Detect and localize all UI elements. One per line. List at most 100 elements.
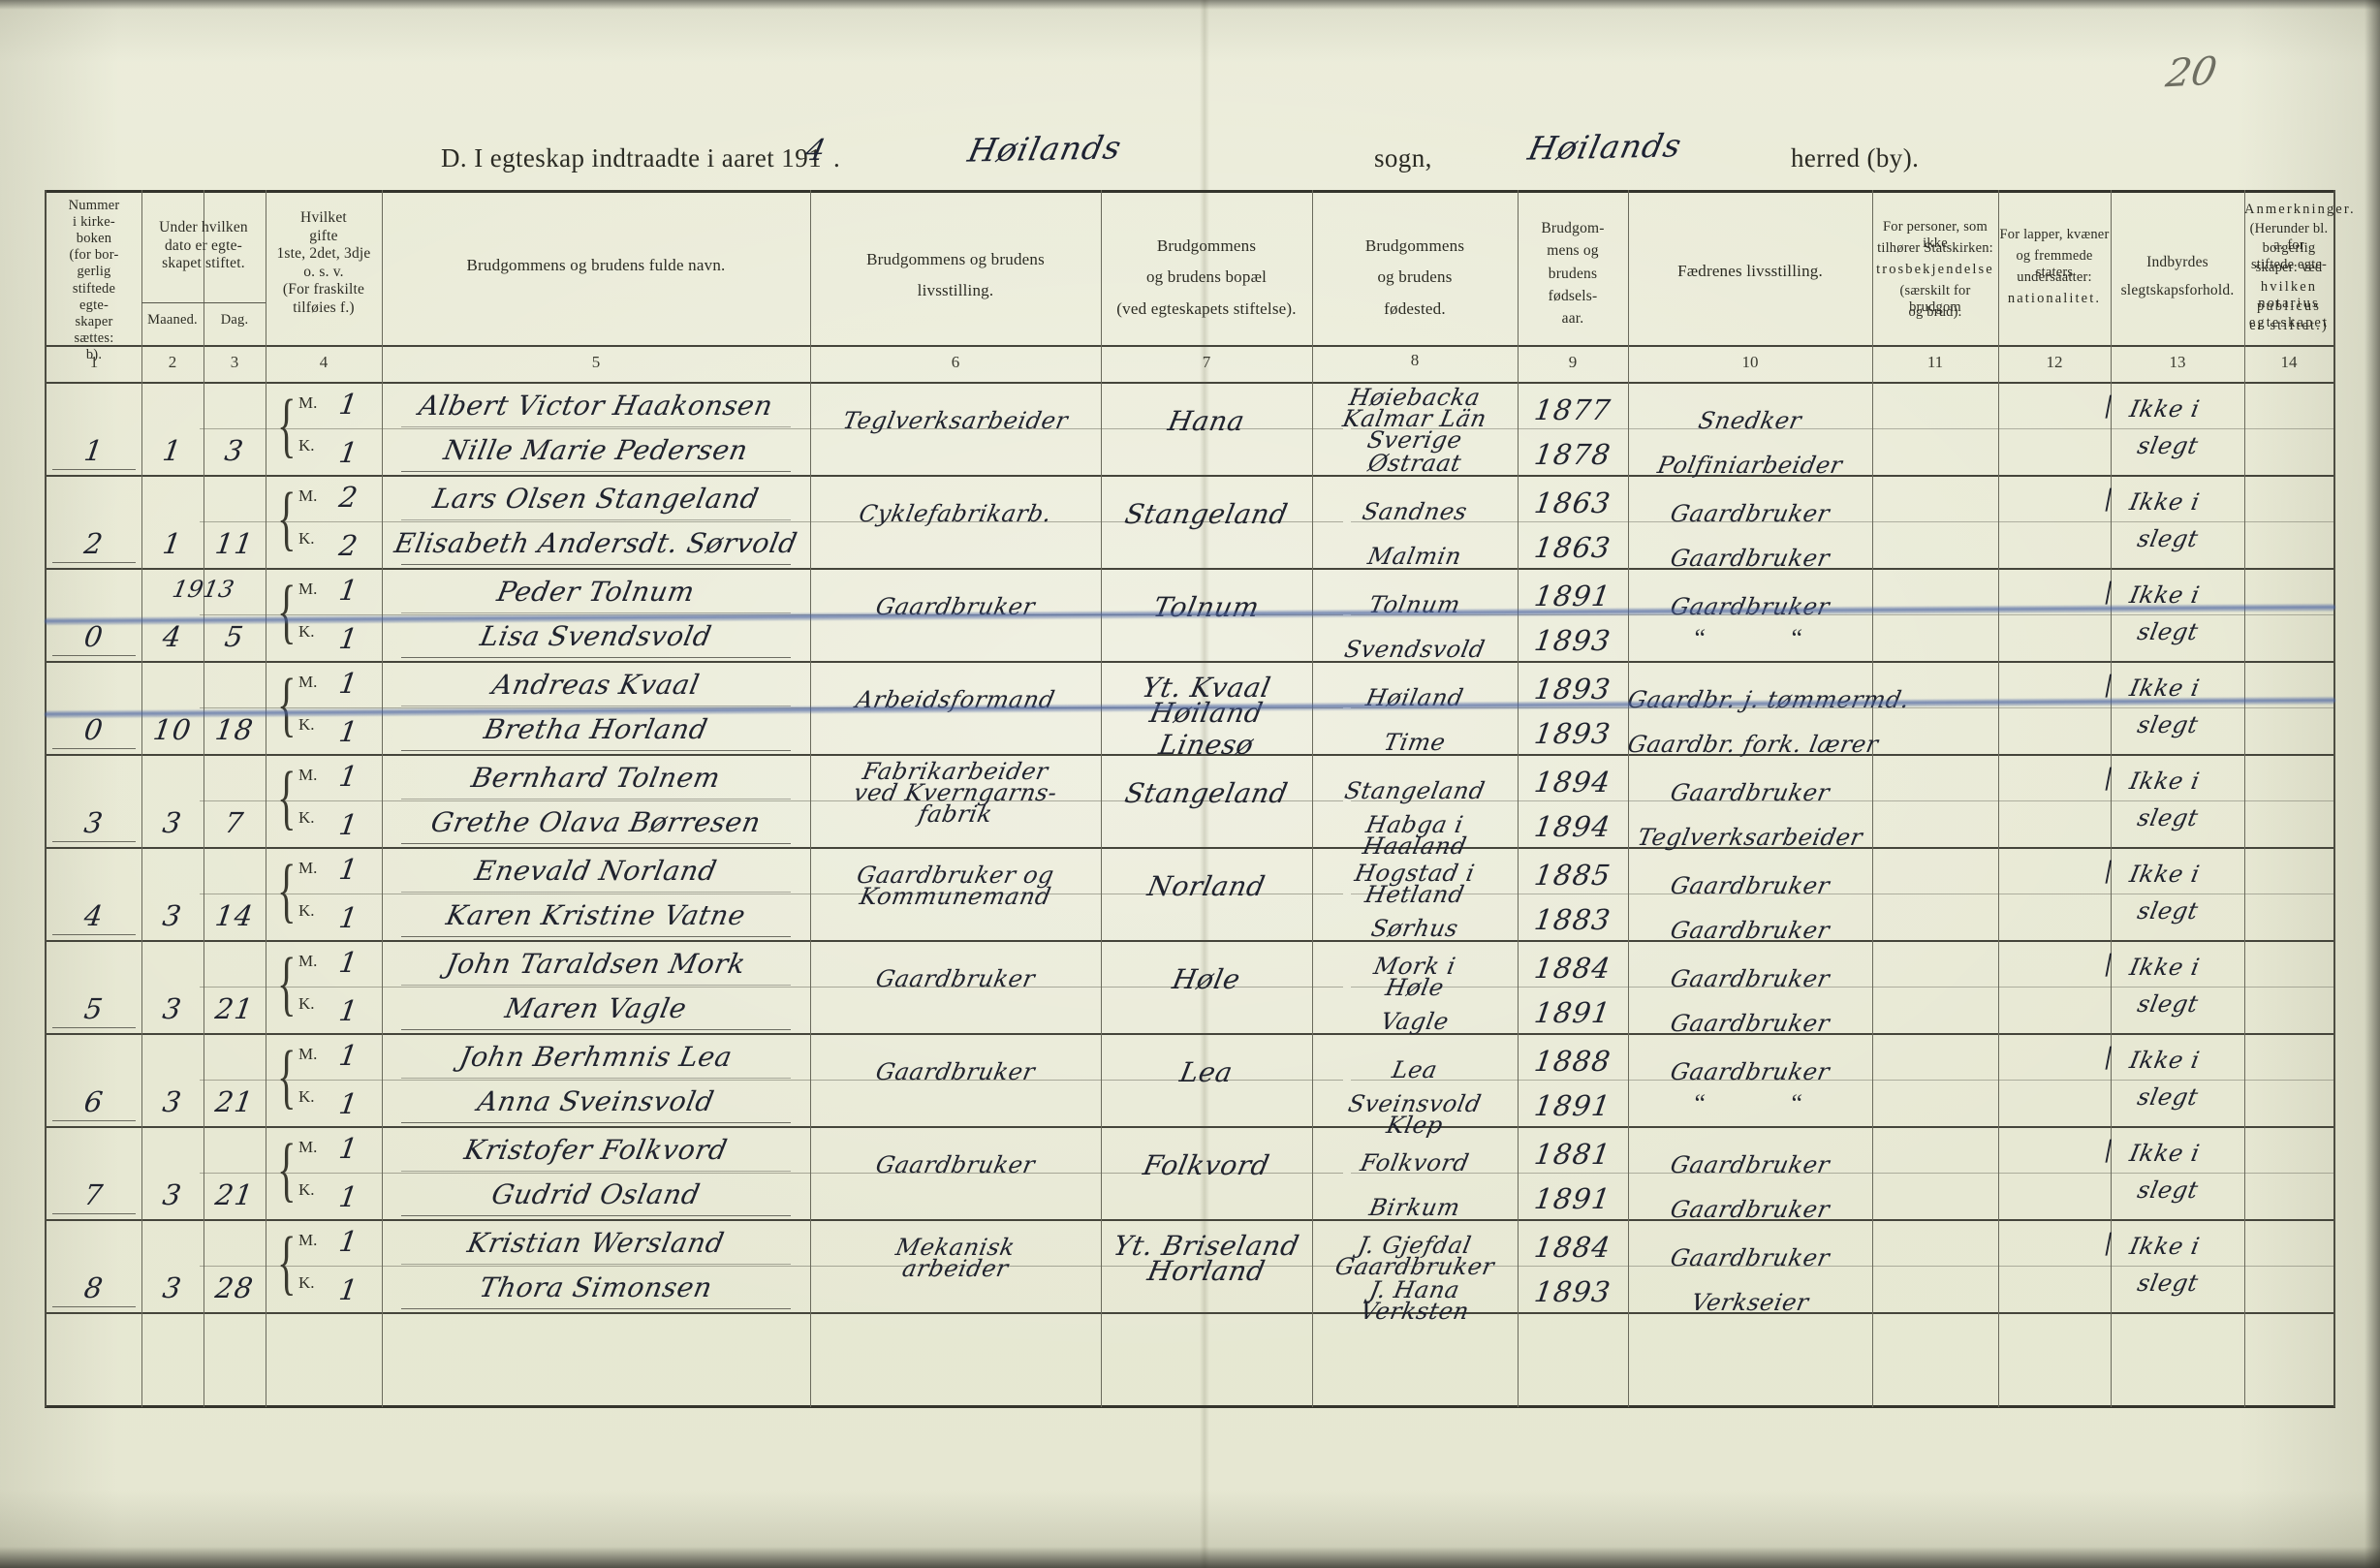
rule-col-5-6 [810, 190, 811, 1407]
marker-groom-5: M. [298, 766, 318, 784]
rule-mk-1 [200, 428, 1343, 429]
groom-livsstilling-9: Gaardbruker [873, 1151, 1038, 1178]
entry-number-6: 4 [81, 899, 107, 932]
entry-number-8: 6 [81, 1085, 107, 1118]
bride-fodested-10-line2: Verksten [1358, 1298, 1472, 1325]
bride-fodested-3: Svendsvold [1342, 636, 1488, 663]
underline-bride-name-5 [401, 843, 791, 845]
underline-number-10 [52, 1306, 136, 1308]
header-col-11-line5: og brud). [1908, 304, 1962, 320]
header-col-14-line7: er stiftet.) [2249, 318, 2329, 333]
rule-entry-10 [45, 1312, 2335, 1314]
entry-brace-6: { [276, 851, 297, 930]
underline-groom-name-8 [401, 1078, 791, 1080]
bride-faders-1: Polfiniarbeider [1655, 452, 1845, 479]
rule-mk-r9 [1351, 1173, 2335, 1174]
entry-month-1: 1 [160, 434, 185, 467]
slegtskap-10-line1: Ikke i [2127, 1233, 2203, 1260]
rule-table-bottom [45, 1405, 2335, 1408]
bride-fodested-8-line2: Klep [1384, 1112, 1446, 1139]
groom-faders-9: Gaardbruker [1668, 1151, 1832, 1178]
rule-entry-3 [45, 661, 2335, 663]
groom-name-6: Enevald Norland [472, 855, 720, 887]
groom-bopael-7: Høle [1170, 963, 1243, 995]
marker-groom-6: M. [298, 859, 318, 877]
marker-bride-6: K. [298, 901, 315, 920]
groom-fodested-2: Sandnes [1360, 498, 1470, 525]
groom-fodested-9: Folkvord [1358, 1149, 1472, 1176]
groom-bopael-2: Stangeland [1122, 498, 1291, 530]
marriage-register-table: Nummer i kirke- boken (for bor- gerlig s… [44, 190, 2354, 1529]
entry-number-2: 2 [81, 527, 107, 560]
groom-bopael-4-line2: Høiland [1146, 697, 1267, 729]
gifte-groom-9: 1 [336, 1132, 361, 1165]
groom-fodested-7-line2: Høle [1383, 974, 1447, 1001]
entry-day-4: 18 [212, 713, 257, 746]
underline-groom-name-7 [401, 985, 791, 987]
groom-name-2: Lars Olsen Stangeland [429, 483, 763, 515]
rule-mk-r10 [1351, 1266, 2335, 1267]
slegtskap-10-line2: slegt [2135, 1270, 2201, 1297]
underline-bride-name-6 [401, 936, 791, 938]
groom-livsstilling-10-line2: arbeider [899, 1255, 1012, 1282]
underline-bride-name-3 [401, 657, 791, 659]
gifte-groom-8: 1 [336, 1039, 361, 1072]
bride-faders-9: Gaardbruker [1668, 1196, 1832, 1223]
rule-mk-r4 [1351, 707, 2335, 708]
header-col-6: Brudgommens og brudens livsstilling. [866, 250, 1045, 300]
gifte-groom-4: 1 [336, 667, 361, 700]
gifte-bride-1: 1 [336, 436, 361, 469]
entry-day-9: 21 [212, 1178, 257, 1211]
gifte-bride-5: 1 [336, 808, 361, 841]
title-period: . [833, 143, 841, 172]
groom-birthyear-5: 1894 [1532, 766, 1613, 799]
rule-mk-8 [200, 1080, 1343, 1081]
underline-number-5 [52, 841, 136, 843]
header-col-14-line6: publicus egteskapet [2248, 298, 2330, 331]
groom-faders-10: Gaardbruker [1668, 1244, 1832, 1271]
entry-day-10: 28 [212, 1271, 257, 1304]
rule-mk-r1 [1351, 428, 2335, 429]
underline-number-9 [52, 1213, 136, 1215]
bride-name-2: Elisabeth Andersdt. Sørvold [391, 527, 800, 559]
rule-table-top [45, 190, 2335, 193]
rule-entry-4 [45, 754, 2335, 756]
underline-number-1 [52, 469, 136, 471]
entry-number-7: 5 [81, 992, 107, 1025]
herred-label: herred (by). [1791, 143, 1920, 172]
gifte-groom-5: 1 [336, 760, 361, 793]
groom-bopael-6: Norland [1144, 870, 1268, 902]
entry-brace-8: { [276, 1037, 297, 1116]
slegtskap-bracket-7: | [2102, 950, 2116, 977]
groom-faders-7: Gaardbruker [1668, 965, 1832, 992]
groom-faders-1: Snedker [1696, 407, 1804, 434]
header-col-8: Brudgommens og brudens fødested. [1364, 236, 1465, 318]
groom-faders-6: Gaardbruker [1668, 872, 1832, 899]
header-col-12-line1: For lapper, kvæner [1999, 227, 2110, 242]
slegtskap-4-line2: slegt [2135, 711, 2201, 738]
groom-livsstilling-8: Gaardbruker [873, 1058, 1038, 1085]
colnum-7: 7 [1202, 353, 1211, 371]
header-col-11-line2: tilhører Statskirken: [1877, 240, 1993, 256]
gifte-groom-3: 1 [336, 574, 361, 607]
slegtskap-9-line1: Ikke i [2127, 1140, 2203, 1167]
underline-number-4 [52, 748, 136, 750]
rule-entry-5 [45, 847, 2335, 849]
header-col-7: Brudgommens og brudens bopæl (ved egtesk… [1116, 236, 1297, 318]
underline-number-6 [52, 934, 136, 936]
rule-entry-6 [45, 940, 2335, 942]
groom-birthyear-10: 1884 [1532, 1231, 1613, 1264]
bride-fodested-5-line2: Haaland [1360, 832, 1470, 860]
scan-edge-right [2364, 0, 2380, 1568]
header-col-5: Brudgommens og brudens fulde navn. [466, 256, 726, 274]
marker-bride-9: K. [298, 1180, 315, 1199]
slegtskap-bracket-3: | [2102, 578, 2116, 605]
rule-mk-r8 [1351, 1080, 2335, 1081]
entry-month-4: 10 [150, 713, 195, 746]
slegtskap-bracket-5: | [2102, 764, 2116, 791]
slegtskap-bracket-4: | [2102, 671, 2116, 698]
marker-groom-3: M. [298, 580, 318, 598]
slegtskap-5-line1: Ikke i [2127, 768, 2203, 795]
underline-groom-name-6 [401, 892, 791, 894]
